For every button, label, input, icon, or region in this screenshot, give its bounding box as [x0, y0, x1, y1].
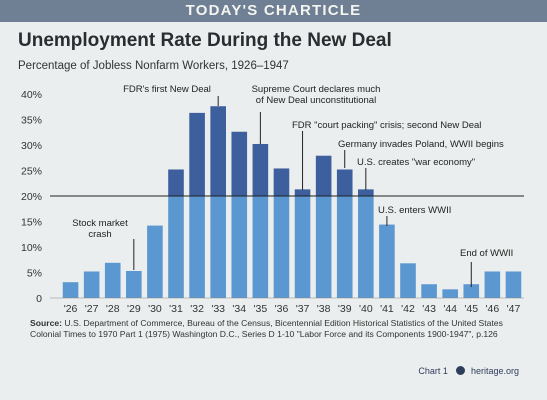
- x-tick-label: '29: [127, 303, 141, 315]
- bar-upper-segment: [336, 169, 353, 196]
- bar-upper-segment: [273, 168, 290, 196]
- x-tick-label: '38: [317, 303, 331, 315]
- x-tick-label: '32: [190, 303, 204, 315]
- bar: [273, 196, 290, 298]
- x-tick-label: '41: [380, 303, 394, 315]
- x-tick-label: '47: [507, 303, 521, 315]
- x-tick-label: '26: [64, 303, 78, 315]
- bar-upper-segment: [294, 189, 311, 196]
- x-tick-label: '39: [338, 303, 352, 315]
- bar: [62, 282, 79, 298]
- bar-upper-segment: [210, 106, 226, 196]
- x-tick-label: '44: [443, 303, 457, 315]
- bar: [463, 284, 480, 298]
- y-tick-label: 10%: [21, 242, 42, 254]
- annotation-label: U.S. enters WWII: [378, 205, 451, 216]
- banner: TODAY'S CHARTICLE: [0, 0, 547, 22]
- x-tick-label: '30: [148, 303, 162, 315]
- bar-upper-segment: [315, 155, 332, 196]
- bar: [358, 196, 374, 298]
- bar: [231, 196, 248, 298]
- bar: [505, 271, 522, 298]
- y-tick-label: 40%: [21, 89, 42, 101]
- chart-title: Unemployment Rate During the New Deal: [18, 30, 392, 51]
- bar-upper-segment: [252, 143, 269, 196]
- x-tick-label: '35: [254, 303, 268, 315]
- y-tick-label: 20%: [21, 191, 42, 203]
- x-tick-label: '31: [169, 303, 183, 315]
- bar-upper-segment: [189, 112, 205, 196]
- bar: [294, 196, 311, 298]
- x-tick-label: '37: [296, 303, 310, 315]
- bar: [252, 196, 269, 298]
- site-name: heritage.org: [470, 366, 519, 376]
- chart-number: Chart 1: [418, 366, 448, 376]
- footer: Chart 1 heritage.org: [418, 366, 519, 376]
- annotation-label: Stock market: [72, 218, 128, 229]
- x-tick-label: '45: [464, 303, 478, 315]
- y-tick-label: 30%: [21, 140, 42, 152]
- x-tick-label: '36: [275, 303, 289, 315]
- bar: [189, 196, 205, 298]
- annotation-label: End of WWII: [460, 248, 513, 259]
- y-tick-label: 25%: [21, 166, 42, 178]
- annotation-label: crash: [88, 229, 111, 240]
- bar: [400, 263, 416, 298]
- annotation-label: FDR "court packing" crisis; second New D…: [292, 120, 481, 131]
- annotation-label: Germany invades Poland, WWII begins: [338, 139, 504, 150]
- bar: [210, 196, 226, 298]
- x-tick-label: '27: [85, 303, 99, 315]
- bar: [83, 271, 100, 298]
- x-tick-label: '34: [232, 303, 246, 315]
- bar: [126, 270, 142, 298]
- source-note: Source: U.S. Department of Commerce, Bur…: [30, 318, 530, 340]
- annotation-label: FDR's first New Deal: [123, 84, 211, 95]
- annotation-label: Supreme Court declares much: [252, 84, 381, 95]
- bar-upper-segment: [231, 131, 248, 196]
- bar: [104, 262, 121, 298]
- y-tick-label: 15%: [21, 217, 42, 229]
- y-tick-label: 35%: [21, 115, 42, 127]
- heritage-logo-icon: [456, 366, 466, 375]
- bar: [147, 225, 163, 298]
- bar-upper-segment: [358, 189, 374, 196]
- bar-chart: 0 5% 10% 15% 20% 25% 30% 35% 40% '26 '27 '28 '29 '30 '…: [21, 84, 524, 315]
- chart-subtitle: Percentage of Jobless Nonfarm Workers, 1…: [18, 60, 289, 72]
- annotation-label: U.S. creates "war economy": [357, 157, 475, 168]
- y-tick-label: 5%: [27, 268, 42, 280]
- bar-upper-segment: [168, 169, 184, 196]
- source-text: U.S. Department of Commerce, Bureau of t…: [30, 318, 503, 339]
- bar: [442, 289, 458, 298]
- x-tick-label: '28: [106, 303, 120, 315]
- bar: [421, 284, 437, 298]
- x-tick-label: '40: [359, 303, 373, 315]
- bar: [484, 271, 501, 298]
- annotation-label: of New Deal unconstitutional: [256, 95, 376, 106]
- bar: [336, 196, 353, 298]
- bar: [315, 196, 332, 298]
- source-label: Source:: [30, 318, 62, 328]
- bar: [168, 196, 184, 298]
- x-tick-label: '33: [211, 303, 225, 315]
- bar: [379, 224, 395, 298]
- x-tick-label: '46: [486, 303, 500, 315]
- x-tick-label: '42: [401, 303, 415, 315]
- x-tick-label: '43: [422, 303, 436, 315]
- y-tick-label: 0: [36, 293, 42, 305]
